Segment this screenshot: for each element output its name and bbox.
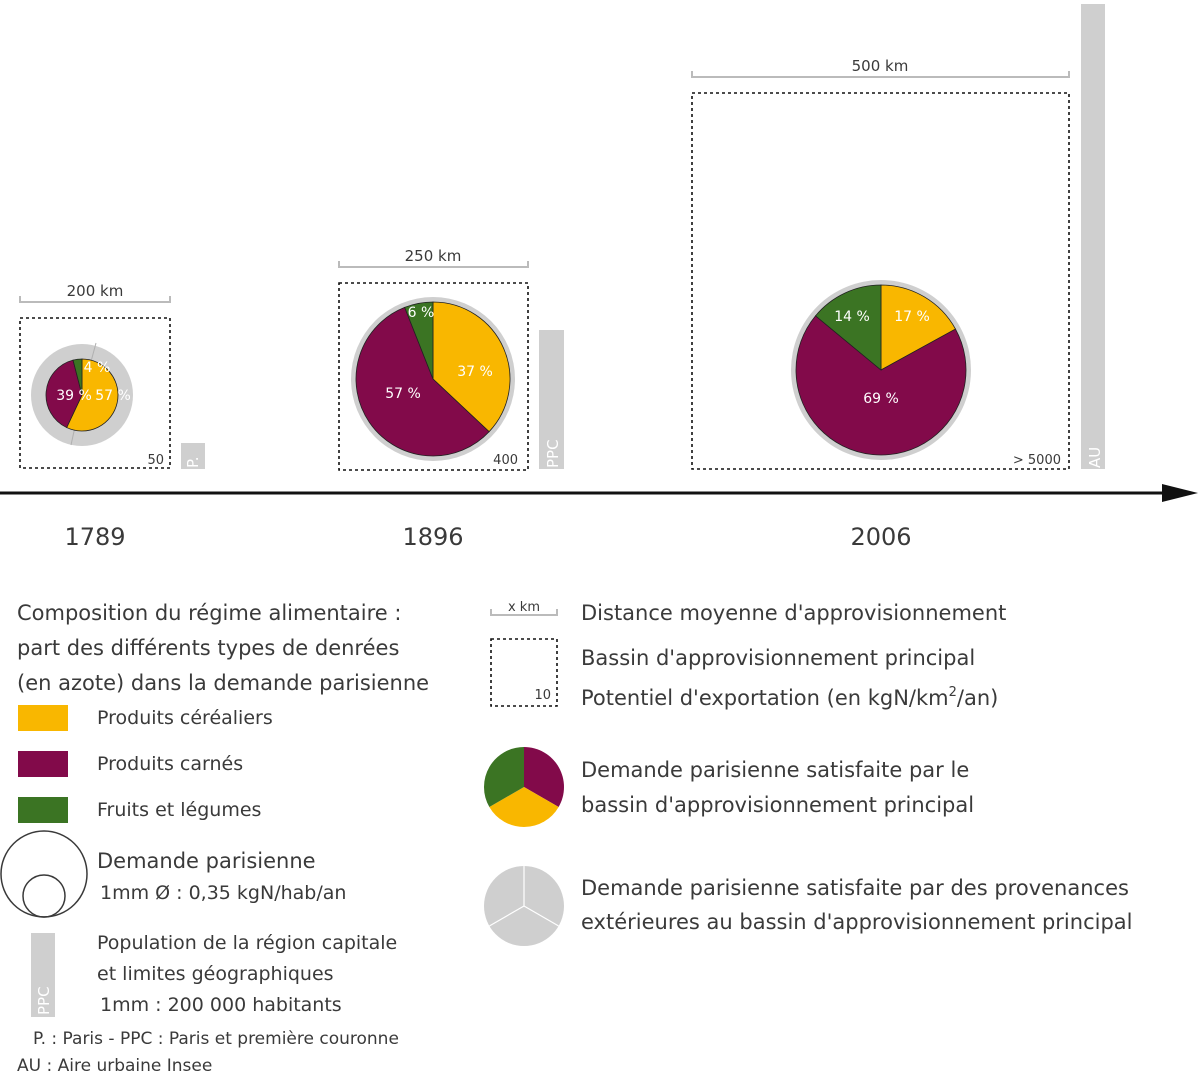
composition-title-line: (en azote) dans la demande parisienne <box>17 671 429 695</box>
icon-sector-cereal <box>489 787 559 828</box>
population-legend-line: Population de la région capitale <box>97 932 397 954</box>
satisfied-external-line: extérieures au bassin d'approvisionnemen… <box>581 910 1133 934</box>
pie-slice-meat <box>45 359 83 429</box>
share-meat-label: 39 % <box>56 388 92 404</box>
arrow-head-icon <box>1162 484 1198 502</box>
potential-legend-label: Potentiel d'exportation (en kgN/km2/an) <box>581 685 998 710</box>
share-cereal-label: 17 % <box>894 309 930 325</box>
period-1789: 200 km 50 57 % 39 % 4 % P. 1789 <box>19 282 205 551</box>
potential-icon-label: 10 <box>534 688 551 703</box>
share-veg-label: 4 % <box>84 360 111 376</box>
demand-legend-scale: 1mm Ø : 0,35 kgN/hab/an <box>100 882 346 904</box>
share-veg-label: 6 % <box>408 305 435 321</box>
distance-bracket-icon <box>490 609 558 616</box>
share-veg-label: 14 % <box>834 309 870 325</box>
distance-bracket <box>19 296 171 303</box>
timeline-axis <box>0 484 1198 502</box>
icon-divider <box>489 905 525 927</box>
abbreviation-note: P. : Paris - PPC : Paris et première cou… <box>33 1029 399 1049</box>
demand-circles-icon <box>0 830 88 918</box>
year-label: 1896 <box>402 523 463 551</box>
distance-label: 500 km <box>852 57 909 75</box>
potential-label: 400 <box>493 453 518 468</box>
distance-label: 250 km <box>405 247 462 265</box>
population-bar-label: PPC <box>544 439 562 468</box>
pie-slice-cereal <box>432 301 511 433</box>
distance-label: 200 km <box>67 282 124 300</box>
population-legend-line: 1mm : 200 000 habitants <box>100 994 342 1016</box>
composition-title-line: Composition du régime alimentaire : <box>17 601 401 625</box>
demand-pie-1896 <box>351 297 515 461</box>
share-cereal-label: 37 % <box>457 364 493 380</box>
satisfied-main-line: bassin d'approvisionnement principal <box>581 793 974 817</box>
population-legend-line: et limites géographiques <box>97 963 334 985</box>
distance-bracket <box>691 71 1070 78</box>
demand-legend-title: Demande parisienne <box>97 849 316 873</box>
meat-swatch <box>18 751 68 777</box>
basin-box-icon <box>490 638 558 707</box>
population-bar <box>539 330 564 469</box>
population-bar <box>181 443 205 469</box>
satisfied-main-line: Demande parisienne satisfaite par le <box>581 758 969 782</box>
legend-left: Composition du régime alimentaire : part… <box>0 601 429 1076</box>
period-2006: 500 km > 5000 17 % 69 % 14 % AU 2006 <box>691 4 1105 551</box>
basin-box <box>338 282 529 471</box>
pie-slice-cereal <box>66 358 119 432</box>
population-bar-label: P. <box>184 457 202 468</box>
pie-slice-meat <box>355 306 490 457</box>
share-meat-label: 57 % <box>385 386 421 402</box>
period-1896: 250 km 400 37 % 57 % 6 % PPC 1896 <box>338 247 564 551</box>
veg-legend-label: Fruits et légumes <box>97 799 261 821</box>
demand-pie-2006 <box>791 280 971 460</box>
population-bar-icon <box>31 933 55 1017</box>
population-bar <box>1081 4 1105 469</box>
share-meat-label: 69 % <box>863 391 899 407</box>
potential-label: 50 <box>147 453 164 468</box>
pie-slice-veg <box>814 284 882 371</box>
pie-slice-cereal <box>880 284 957 371</box>
potential-label: > 5000 <box>1013 453 1061 468</box>
demand-pie-1789 <box>31 342 133 446</box>
distance-icon-label: x km <box>508 600 540 615</box>
satisfied-external-pie-icon <box>484 866 564 946</box>
share-cereal-label: 57 % <box>95 388 131 404</box>
icon-sector-veg <box>484 747 524 807</box>
satisfied-external-line: Demande parisienne satisfaite par des pr… <box>581 876 1129 900</box>
year-label: 1789 <box>64 523 125 551</box>
composition-title-line: part des différents types de denrées <box>17 636 399 660</box>
pie-slice-veg <box>404 301 434 380</box>
icon-divider <box>523 905 559 927</box>
satisfied-main-pie-icon <box>484 747 564 828</box>
year-label: 2006 <box>850 523 911 551</box>
basin-legend-label: Bassin d'approvisionnement principal <box>581 646 975 670</box>
cereal-legend-label: Produits céréaliers <box>97 707 273 729</box>
population-bar-icon-label: PPC <box>35 986 53 1015</box>
veg-swatch <box>18 797 68 823</box>
abbreviation-note: AU : Aire urbaine Insee <box>17 1056 212 1076</box>
pie-slice-meat <box>795 315 967 456</box>
distance-bracket <box>338 261 529 268</box>
meat-legend-label: Produits carnés <box>97 753 243 775</box>
cereal-swatch <box>18 705 68 731</box>
pie-slice-veg <box>72 358 83 396</box>
population-bar-label: AU <box>1086 447 1104 468</box>
basin-box <box>19 317 171 469</box>
basin-box <box>691 92 1070 470</box>
legend-right: x km Distance moyenne d'approvisionnemen… <box>484 600 1133 946</box>
distance-legend-label: Distance moyenne d'approvisionnement <box>581 601 1006 625</box>
icon-sector-meat <box>524 747 564 807</box>
